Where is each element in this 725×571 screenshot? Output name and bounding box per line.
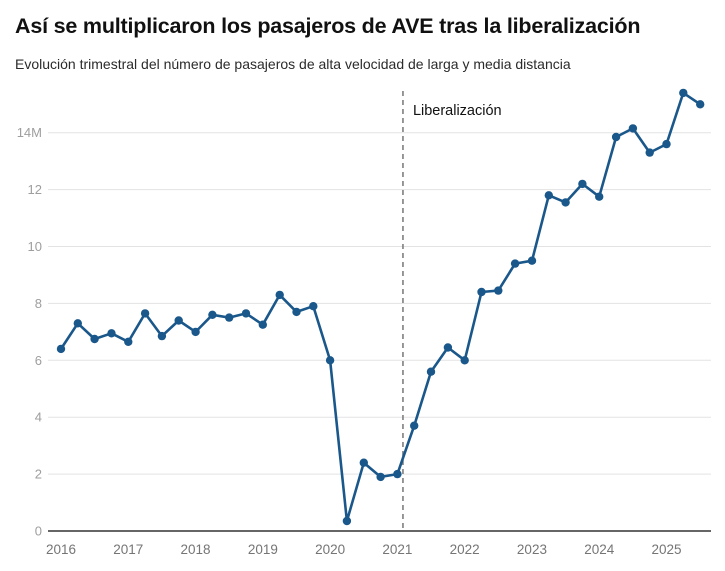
data-point — [628, 124, 638, 133]
chart-title: Así se multiplicaron los pasajeros de AV… — [15, 14, 641, 38]
data-point — [510, 259, 520, 268]
data-point — [410, 421, 419, 430]
x-tick-label: 2025 — [651, 542, 681, 557]
data-point — [679, 88, 688, 98]
data-point — [241, 309, 251, 318]
data-point — [561, 198, 570, 207]
data-line — [59, 91, 702, 523]
data-point — [124, 337, 133, 346]
data-point — [90, 334, 99, 344]
y-tick-label: 12 — [28, 182, 42, 197]
x-tick-label: 2024 — [584, 542, 615, 557]
data-point — [157, 331, 167, 341]
chart-subtitle: Evolución trimestral del número de pasaj… — [15, 56, 571, 72]
data-point — [359, 458, 368, 467]
data-point — [611, 132, 621, 142]
y-tick-label: 2 — [35, 467, 42, 482]
data-point — [73, 319, 83, 328]
data-point — [696, 100, 705, 109]
data-point — [645, 148, 654, 157]
data-point — [258, 320, 267, 329]
y-tick-label: 8 — [35, 296, 42, 311]
data-point — [443, 343, 453, 352]
data-point — [174, 316, 183, 325]
data-point — [225, 313, 234, 322]
data-point — [527, 256, 537, 265]
x-tick-label: 2023 — [517, 542, 547, 557]
y-tick-label: 0 — [35, 524, 42, 539]
data-point — [107, 329, 116, 338]
x-tick-label: 2022 — [450, 542, 480, 557]
x-tick-label: 2021 — [382, 542, 412, 557]
data-point — [544, 191, 553, 200]
data-point — [309, 302, 318, 311]
x-tick-label: 2019 — [248, 542, 278, 557]
y-tick-label: 4 — [35, 410, 42, 425]
x-tick-label: 2018 — [181, 542, 211, 557]
data-point — [342, 516, 352, 526]
data-point — [275, 290, 284, 300]
data-point — [494, 286, 503, 295]
data-point — [208, 310, 217, 319]
x-tick-label: 2020 — [315, 542, 345, 557]
x-tick-label: 2016 — [46, 542, 76, 557]
data-point — [477, 287, 486, 297]
data-point — [376, 472, 385, 482]
data-point — [578, 179, 587, 189]
y-tick-label: 6 — [35, 353, 42, 368]
data-point — [393, 469, 402, 479]
liberalization-label: Liberalización — [413, 103, 502, 119]
x-tick-label: 2017 — [113, 542, 143, 557]
data-point — [460, 356, 469, 365]
data-point — [595, 192, 604, 201]
data-point — [56, 344, 66, 354]
data-point — [292, 307, 301, 317]
data-point — [140, 309, 150, 318]
data-point — [325, 356, 335, 365]
y-tick-label: 14M — [17, 125, 42, 140]
data-point — [191, 327, 200, 337]
data-point — [662, 139, 671, 149]
data-point — [426, 367, 436, 376]
y-tick-label: 10 — [28, 239, 42, 254]
